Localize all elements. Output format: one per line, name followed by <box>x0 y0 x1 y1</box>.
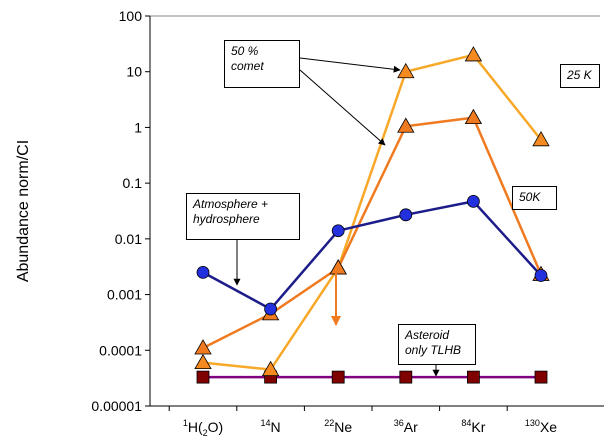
x-tick-label-part: Ar <box>404 419 418 435</box>
series-label: 25 K <box>560 64 600 88</box>
marker <box>397 62 415 79</box>
series-line <box>202 116 543 350</box>
marker <box>532 130 550 147</box>
y-tick-label: 0.001 <box>107 287 142 303</box>
x-tick-label-part: 84 <box>461 418 471 428</box>
y-tick-label: 10 <box>126 64 142 80</box>
y-tick-label: 1 <box>134 119 142 135</box>
x-tick-label: 22Ne <box>324 418 352 435</box>
x-tick-label: 130Xe <box>525 418 557 435</box>
marker <box>534 370 548 384</box>
annotation-box: 50 % comet <box>224 40 300 88</box>
arrow <box>299 69 386 146</box>
y-tick-label: 0.1 <box>123 175 143 191</box>
x-tick-label-part: 22 <box>324 418 334 428</box>
marker <box>264 302 278 316</box>
marker <box>196 370 210 384</box>
series-line <box>202 53 542 371</box>
x-tick-label: 36Ar <box>394 418 418 435</box>
marker <box>261 360 280 377</box>
series-label: Atmosphere + hydrosphere <box>186 193 300 240</box>
x-tick-label-part: Ne <box>334 419 352 435</box>
x-tick-label: 14N <box>261 418 281 435</box>
series-label: Asteroid only TLHB <box>398 324 476 365</box>
x-tick-label-part: H( <box>188 419 203 435</box>
series-label: 50K <box>512 186 557 210</box>
x-tick-label-part: 130 <box>525 418 540 428</box>
x-tick-label-part: N <box>271 419 281 435</box>
x-tick-label: 1H(2O) <box>183 418 223 438</box>
y-tick-label: 0.0001 <box>99 342 142 358</box>
marker <box>331 370 345 384</box>
marker <box>464 108 483 125</box>
arrow <box>299 57 401 73</box>
x-tick-label: 84Kr <box>461 418 485 435</box>
marker <box>397 117 415 133</box>
y-axis-label: Abundance norm/CI <box>15 140 32 282</box>
marker <box>331 224 345 238</box>
x-tick-label-part: Xe <box>540 419 557 435</box>
marker <box>399 208 413 222</box>
x-tick-label-part: O) <box>208 419 224 435</box>
marker <box>399 370 413 384</box>
marker <box>464 46 483 62</box>
series-line <box>202 200 542 311</box>
y-tick-label: 0.00001 <box>91 398 142 414</box>
marker <box>466 195 480 208</box>
marker <box>534 269 548 282</box>
x-tick-label-part: 2 <box>203 428 208 438</box>
marker <box>196 266 210 279</box>
marker <box>194 339 212 355</box>
y-tick-label: 100 <box>119 8 143 24</box>
x-tick-label-part: 1 <box>183 418 188 428</box>
x-tick-label-part: 36 <box>394 418 404 428</box>
x-tick-label-part: 14 <box>261 418 271 428</box>
marker <box>194 353 212 370</box>
marker <box>466 370 480 384</box>
y-tick-label: 0.01 <box>115 231 142 247</box>
marker <box>329 259 347 275</box>
x-tick-label-part: Kr <box>471 419 485 435</box>
